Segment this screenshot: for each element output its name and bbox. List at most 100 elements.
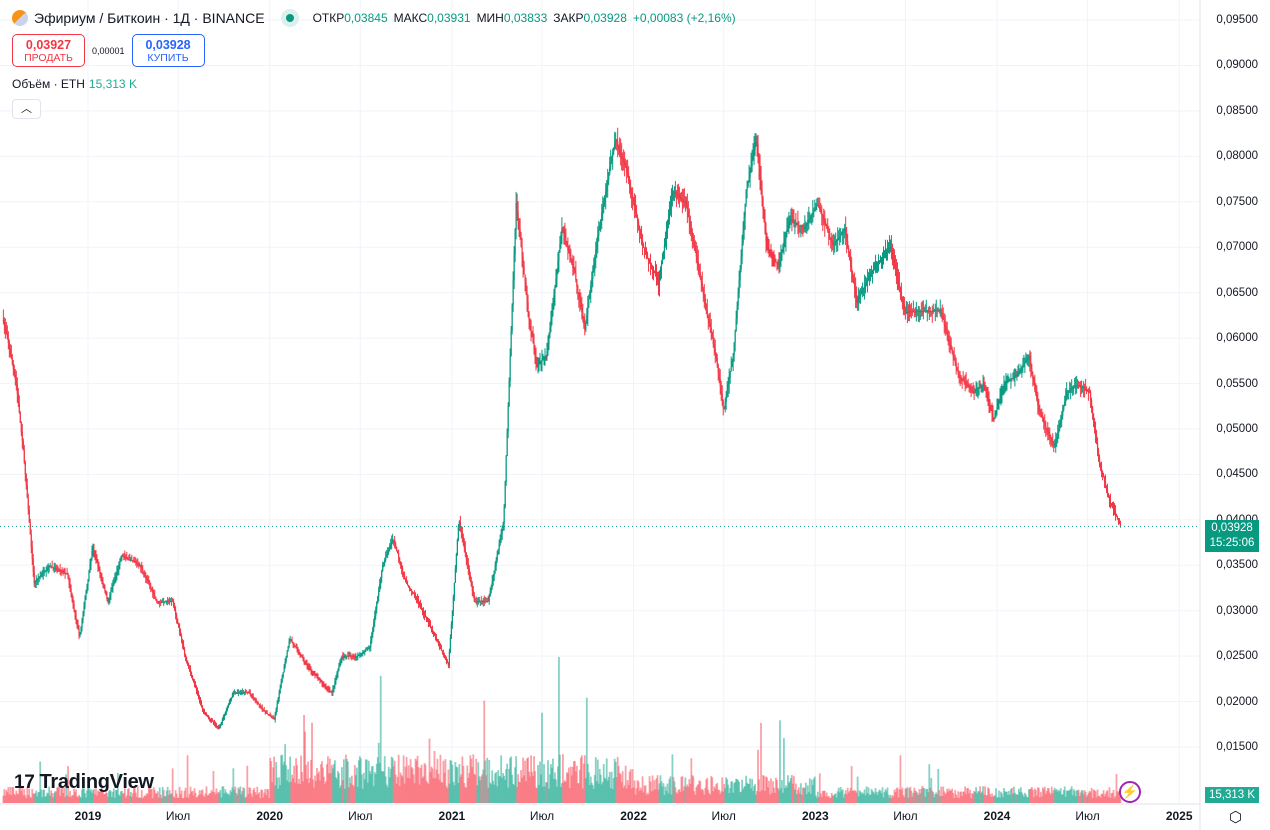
volume-bar xyxy=(136,786,139,803)
volume-bar xyxy=(87,787,89,803)
candle-body xyxy=(101,577,103,581)
candle-body xyxy=(187,663,190,667)
candle-body xyxy=(750,166,752,172)
volume-bar xyxy=(14,795,17,803)
volume-bar xyxy=(919,793,922,803)
volume-bar xyxy=(504,779,507,803)
volume-bar xyxy=(730,781,733,803)
volume-bar xyxy=(639,787,642,803)
volume-bar xyxy=(470,758,473,803)
volume-bar xyxy=(212,770,215,803)
volume-bar xyxy=(564,780,566,803)
candle-body xyxy=(635,212,638,218)
candle-body xyxy=(715,352,717,359)
candle-body xyxy=(135,561,137,563)
lightning-icon[interactable]: ⚡ xyxy=(1119,781,1141,803)
volume-bar xyxy=(683,786,686,803)
volume-bar xyxy=(799,783,802,803)
tradingview-logo[interactable]: 17 TradingView xyxy=(14,771,154,794)
candle-body xyxy=(60,570,62,572)
volume-bar xyxy=(207,794,210,803)
volume-bar xyxy=(52,797,55,803)
candle-body xyxy=(253,697,255,699)
volume-bar xyxy=(163,796,166,803)
volume-bar xyxy=(1017,794,1019,803)
candle-body xyxy=(521,246,523,257)
volume-bar xyxy=(678,789,681,803)
candle-body xyxy=(175,610,177,615)
candle-body xyxy=(697,262,699,268)
volume-bar xyxy=(541,712,543,803)
volume-legend[interactable]: Объём · ETH 15,313 K xyxy=(12,77,137,91)
candle-body xyxy=(913,311,915,313)
volume-bar xyxy=(68,796,70,803)
candle-body xyxy=(273,718,275,720)
candle-body xyxy=(862,287,865,290)
volume-bar xyxy=(578,769,581,803)
candle-body xyxy=(893,259,896,265)
time-tick-label: 2024 xyxy=(983,809,1011,823)
volume-bar xyxy=(319,780,321,803)
volume-bar xyxy=(376,757,379,803)
sell-button[interactable]: 0,03927 ПРОДАТЬ xyxy=(12,34,85,67)
volume-bar xyxy=(378,762,381,803)
candle-body xyxy=(1062,410,1064,416)
candle-body xyxy=(260,706,262,708)
volume-bar xyxy=(241,791,244,803)
volume-bar xyxy=(1012,793,1014,803)
volume-bar xyxy=(501,777,504,803)
candle-body xyxy=(550,318,552,328)
candle-body xyxy=(110,591,112,595)
market-status-icon[interactable] xyxy=(280,9,299,27)
volume-bar xyxy=(812,778,815,803)
volume-bar xyxy=(652,790,655,803)
settings-icon[interactable]: ⬡ xyxy=(1229,809,1243,826)
candle-body xyxy=(1004,383,1006,385)
buy-button[interactable]: 0,03928 КУПИТЬ xyxy=(131,34,205,67)
volume-bar xyxy=(478,776,481,803)
candle-body xyxy=(625,165,627,168)
candle-body xyxy=(580,302,582,308)
candle-body xyxy=(1024,362,1026,364)
volume-bar xyxy=(617,766,620,803)
candle-body xyxy=(180,636,183,641)
volume-bar xyxy=(670,794,673,803)
candle-body xyxy=(888,247,891,249)
collapse-legend-button[interactable]: ︿ xyxy=(12,99,41,119)
candle-body xyxy=(843,229,845,232)
volume-bar xyxy=(884,789,887,803)
volume-bar xyxy=(754,784,756,803)
volume-bar xyxy=(980,792,982,803)
volume-bar xyxy=(116,772,119,803)
candle-body xyxy=(136,562,138,564)
volume-bar xyxy=(103,794,105,803)
volume-bar xyxy=(549,774,551,803)
candle-body xyxy=(489,591,491,597)
candle-body xyxy=(368,647,370,649)
volume-bar xyxy=(464,787,467,803)
candle-body xyxy=(184,654,187,658)
symbol-title[interactable]: Эфириум / Биткоин · 1Д · BINANCE xyxy=(34,10,265,26)
volume-bar xyxy=(702,790,705,803)
candle-body xyxy=(564,234,566,239)
volume-bar xyxy=(967,788,970,803)
volume-bar xyxy=(539,761,541,803)
candle-body xyxy=(896,274,899,279)
volume-bar xyxy=(1108,787,1111,803)
candle-body xyxy=(711,332,713,338)
candle-body xyxy=(156,598,158,601)
volume-bar xyxy=(111,791,114,803)
volume-bar xyxy=(1090,788,1093,803)
volume-bar xyxy=(664,786,667,803)
volume-bar xyxy=(707,789,710,803)
candle-body xyxy=(912,311,914,313)
candle-body xyxy=(1035,389,1037,395)
candle-body xyxy=(536,363,538,367)
tradingview-mark-icon: 17 xyxy=(14,771,35,793)
volume-bar xyxy=(741,779,744,803)
volume-bar xyxy=(1034,790,1037,803)
candle-body xyxy=(696,256,698,263)
volume-bar xyxy=(119,791,122,803)
volume-bar xyxy=(235,792,238,803)
